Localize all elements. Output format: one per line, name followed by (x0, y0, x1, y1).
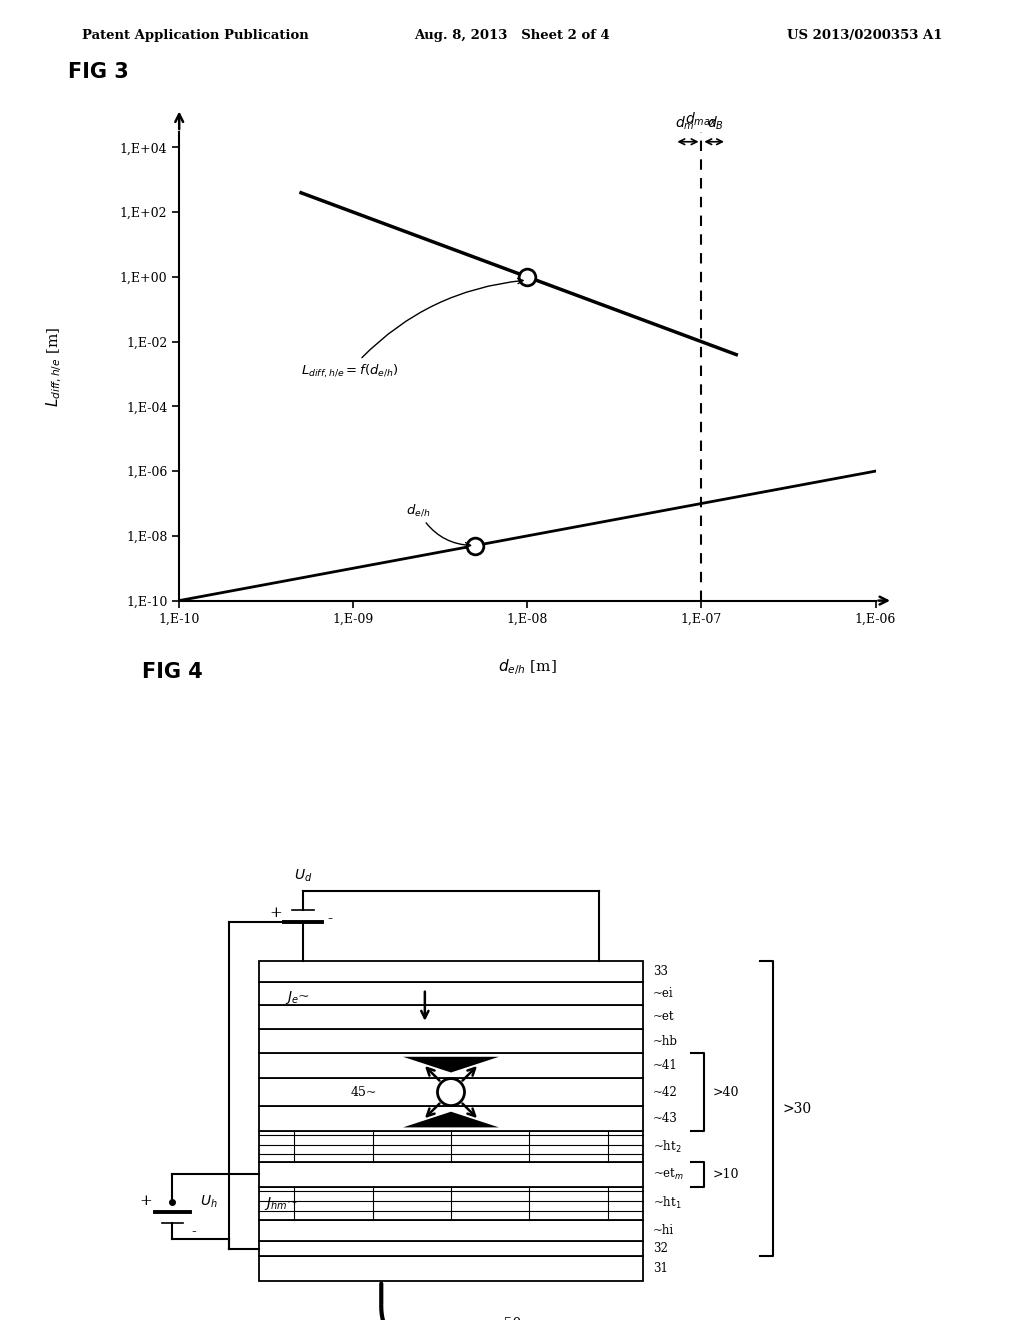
Text: ~42: ~42 (653, 1085, 678, 1098)
Polygon shape (403, 1111, 499, 1127)
Bar (259, 961, 643, 982)
Text: +: + (139, 1195, 152, 1208)
Text: US 2013/0200353 A1: US 2013/0200353 A1 (786, 29, 942, 42)
Text: $d_{max}$: $d_{max}$ (685, 111, 718, 128)
Text: >40: >40 (713, 1085, 739, 1098)
Text: $d_{e/h}$ [m]: $d_{e/h}$ [m] (498, 657, 557, 677)
Text: FIG 3: FIG 3 (68, 62, 129, 82)
Text: ~43: ~43 (653, 1113, 678, 1125)
Text: ~et$_m$: ~et$_m$ (653, 1167, 684, 1181)
Bar (259, 1241, 643, 1257)
Text: $L_{diff,h/e}$ [m]: $L_{diff,h/e}$ [m] (44, 326, 63, 407)
Text: $U_d$: $U_d$ (294, 867, 312, 884)
Bar (259, 1162, 643, 1187)
Text: ~ht$_1$: ~ht$_1$ (653, 1195, 682, 1212)
Text: >30: >30 (782, 1102, 811, 1115)
Text: ~et: ~et (653, 1010, 675, 1023)
Text: $d_{e/h}$: $d_{e/h}$ (406, 502, 471, 548)
Text: $d_m$: $d_m$ (675, 115, 694, 132)
Text: 33: 33 (653, 965, 669, 978)
Polygon shape (403, 1057, 499, 1072)
Bar (259, 1257, 643, 1280)
Circle shape (437, 1078, 465, 1106)
Bar (259, 1077, 643, 1106)
Text: $J_e$~: $J_e$~ (286, 989, 310, 1006)
Text: -50: -50 (499, 1317, 521, 1320)
Bar (259, 1187, 643, 1220)
Text: -: - (191, 1225, 196, 1239)
Text: $J_{hm}$~: $J_{hm}$~ (263, 1195, 298, 1212)
Text: FIG 4: FIG 4 (141, 663, 203, 682)
Bar (259, 1131, 643, 1162)
Text: 32: 32 (653, 1242, 668, 1255)
Text: 31: 31 (653, 1262, 668, 1275)
Text: 45~: 45~ (350, 1085, 377, 1098)
Text: >10: >10 (713, 1168, 739, 1181)
Text: $U_h$: $U_h$ (200, 1193, 218, 1210)
Text: Patent Application Publication: Patent Application Publication (82, 29, 308, 42)
Text: $d_B$: $d_B$ (707, 115, 724, 132)
Bar (259, 1028, 643, 1053)
Text: ~ei: ~ei (653, 986, 674, 999)
Text: ~ht$_2$: ~ht$_2$ (653, 1139, 682, 1155)
Bar (259, 1106, 643, 1131)
Bar (259, 1005, 643, 1028)
Text: ~41: ~41 (653, 1059, 678, 1072)
Text: ~hi: ~hi (653, 1224, 675, 1237)
Text: +: + (269, 906, 283, 920)
Text: $L_{diff,h/e}=f(d_{e/h})$: $L_{diff,h/e}=f(d_{e/h})$ (301, 279, 523, 379)
Bar (259, 1220, 643, 1241)
Text: ~hb: ~hb (653, 1035, 678, 1048)
Bar (259, 982, 643, 1005)
Bar (259, 1053, 643, 1077)
Text: -: - (328, 912, 333, 927)
Text: Aug. 8, 2013   Sheet 2 of 4: Aug. 8, 2013 Sheet 2 of 4 (414, 29, 610, 42)
